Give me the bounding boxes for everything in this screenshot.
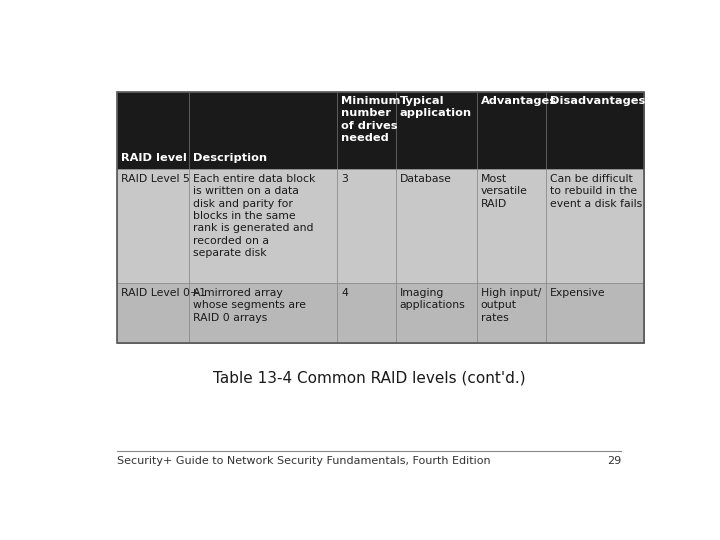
Text: Description: Description <box>193 153 267 163</box>
Text: 3: 3 <box>341 174 348 184</box>
Text: 29: 29 <box>607 456 621 465</box>
Bar <box>337 283 396 343</box>
Bar <box>189 168 337 283</box>
Bar <box>546 92 644 168</box>
Bar <box>396 92 477 168</box>
Text: Imaging
applications: Imaging applications <box>400 288 465 310</box>
Bar <box>477 168 546 283</box>
Bar <box>396 283 477 343</box>
Text: Security+ Guide to Network Security Fundamentals, Fourth Edition: Security+ Guide to Network Security Fund… <box>117 456 490 465</box>
Text: Disadvantages: Disadvantages <box>550 96 646 106</box>
Text: Advantages: Advantages <box>481 96 557 106</box>
Text: Each entire data block
is written on a data
disk and parity for
blocks in the sa: Each entire data block is written on a d… <box>193 174 315 258</box>
Text: Minimum
number
of drives
needed: Minimum number of drives needed <box>341 96 400 143</box>
Bar <box>189 283 337 343</box>
Text: RAID level: RAID level <box>121 153 186 163</box>
Text: High input/
output
rates: High input/ output rates <box>481 288 541 323</box>
Text: 4: 4 <box>341 288 348 298</box>
Bar <box>546 168 644 283</box>
Text: Can be difficult
to rebuild in the
event a disk fails: Can be difficult to rebuild in the event… <box>550 174 643 208</box>
Bar <box>477 283 546 343</box>
Bar <box>117 92 644 343</box>
Bar <box>477 92 546 168</box>
Bar <box>546 283 644 343</box>
Bar <box>117 92 189 168</box>
Bar <box>396 168 477 283</box>
Bar <box>117 283 189 343</box>
Text: Database: Database <box>400 174 451 184</box>
Bar <box>189 92 337 168</box>
Text: A mirrored array
whose segments are
RAID 0 arrays: A mirrored array whose segments are RAID… <box>193 288 306 323</box>
Text: RAID Level 0+1: RAID Level 0+1 <box>121 288 206 298</box>
Bar <box>117 168 189 283</box>
Text: Expensive: Expensive <box>550 288 606 298</box>
Bar <box>337 92 396 168</box>
Bar <box>337 168 396 283</box>
Text: Most
versatile
RAID: Most versatile RAID <box>481 174 528 208</box>
Text: RAID Level 5: RAID Level 5 <box>121 174 189 184</box>
Text: Table 13-4 Common RAID levels (cont'd.): Table 13-4 Common RAID levels (cont'd.) <box>212 370 526 386</box>
Text: Typical
application: Typical application <box>400 96 472 118</box>
